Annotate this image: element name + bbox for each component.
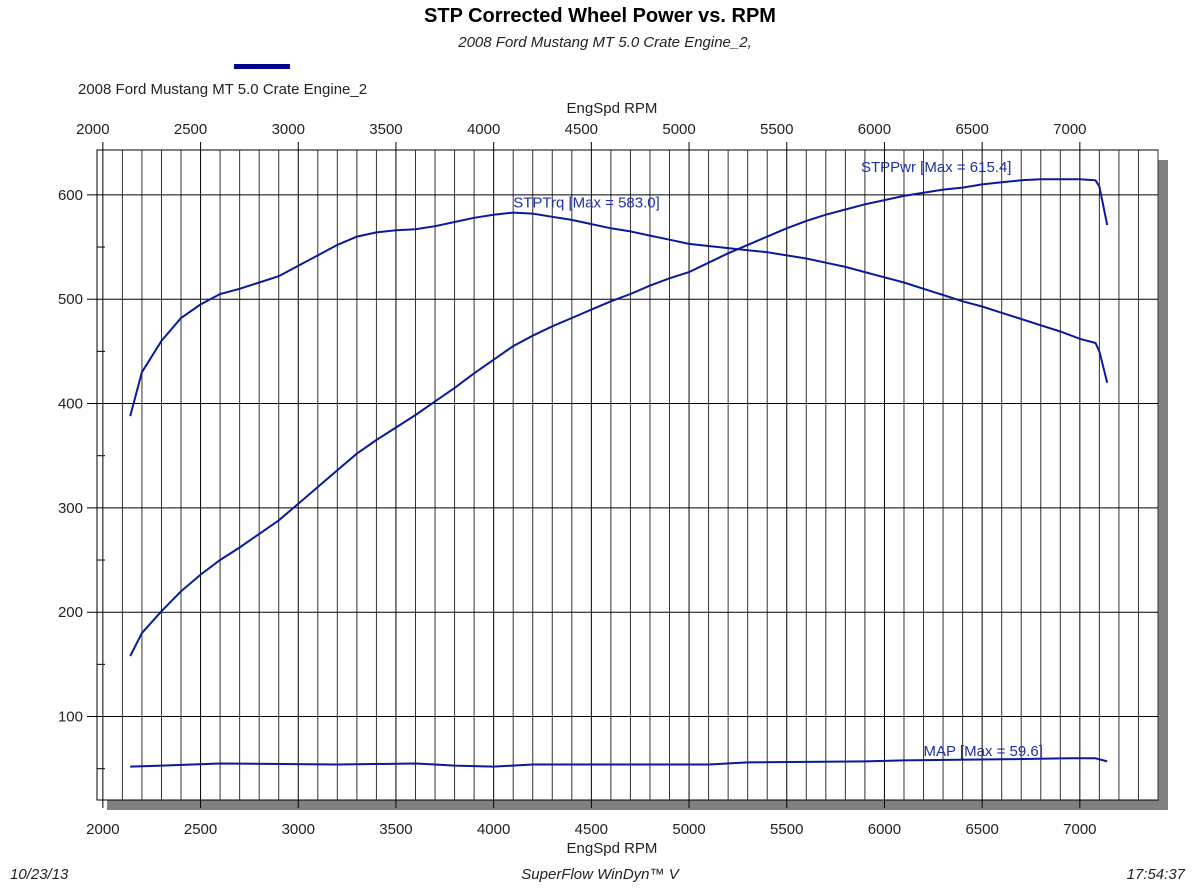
y-tick-label: 200: [58, 604, 83, 621]
series-line-stppwr: [129, 178, 1109, 657]
y-tick-label: 100: [58, 709, 83, 726]
y-tick-label: 400: [58, 396, 83, 413]
plot-area: [96, 149, 1159, 801]
series-line-map: [130, 757, 1108, 768]
x-tick-label-top: 2500: [174, 121, 207, 138]
x-tick-label-bottom: 2000: [86, 821, 119, 838]
footer-time: 17:54:37: [1127, 866, 1186, 883]
x-tick-label-bottom: 4000: [477, 821, 510, 838]
legend-swatch: [234, 64, 290, 69]
x-tick-label-top: 3000: [272, 121, 305, 138]
y-tick-label: 300: [58, 500, 83, 517]
x-tick-label-top: 3500: [369, 121, 402, 138]
footer-software: SuperFlow WinDyn™ V: [521, 866, 680, 883]
x-tick-label-bottom: 6000: [868, 821, 901, 838]
legend-label: 2008 Ford Mustang MT 5.0 Crate Engine_2: [78, 81, 367, 98]
y-tick-label: 600: [58, 187, 83, 204]
y-tick-label: 500: [58, 291, 83, 308]
x-tick-label-bottom: 7000: [1063, 821, 1096, 838]
x-tick-label-top: 4500: [565, 121, 598, 138]
x-axis-label-top: EngSpd RPM: [567, 100, 658, 117]
x-axis-label-bottom: EngSpd RPM: [567, 840, 658, 857]
x-tick-label-bottom: 2500: [184, 821, 217, 838]
series-annotation-stppwr: STPPwr [Max = 615.4]: [861, 159, 1011, 176]
series-annotation-map: MAP [Max = 59.6]: [924, 743, 1043, 760]
x-tick-label-top: 4000: [467, 121, 500, 138]
series-line-stptrq: [129, 211, 1109, 417]
series-annotation-stptrq: STPTrq [Max = 583.0]: [513, 194, 660, 211]
chart-subtitle: 2008 Ford Mustang MT 5.0 Crate Engine_2,: [457, 34, 752, 51]
x-tick-label-top: 7000: [1053, 121, 1086, 138]
footer-date: 10/23/13: [10, 866, 69, 883]
x-tick-label-bottom: 6500: [965, 821, 998, 838]
chart-title: STP Corrected Wheel Power vs. RPM: [424, 5, 776, 27]
x-tick-label-top: 6000: [858, 121, 891, 138]
x-tick-label-bottom: 3500: [379, 821, 412, 838]
x-tick-label-bottom: 5500: [770, 821, 803, 838]
x-tick-label-bottom: 3000: [282, 821, 315, 838]
x-tick-label-bottom: 5000: [672, 821, 705, 838]
x-tick-label-top: 5000: [662, 121, 695, 138]
x-tick-label-top: 5500: [760, 121, 793, 138]
x-tick-label-top: 6500: [955, 121, 988, 138]
x-tick-label-bottom: 4500: [575, 821, 608, 838]
x-tick-label-top: 2000: [76, 121, 109, 138]
